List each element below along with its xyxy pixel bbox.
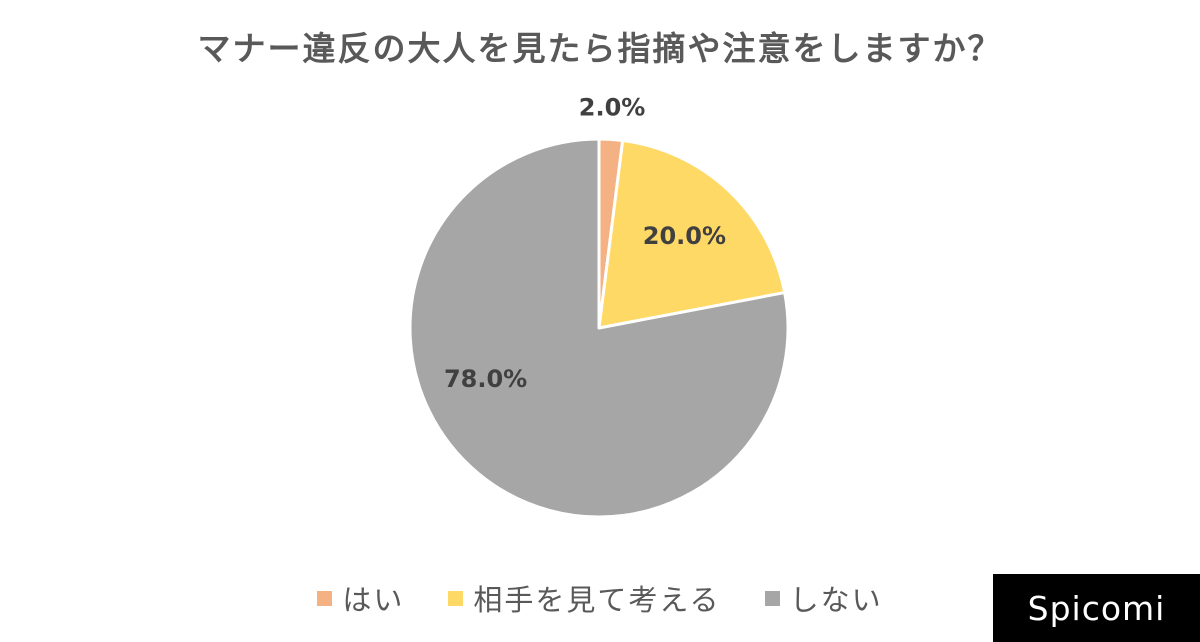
- legend-label-no: しない: [789, 583, 883, 617]
- pie-slice-no: [408, 137, 790, 519]
- legend-label-yes: はい: [342, 583, 405, 617]
- legend-item-yes: はい: [317, 577, 404, 619]
- legend: はい 相手を見て考える しない: [0, 578, 1200, 618]
- legend-label-depends: 相手を見て考える: [473, 583, 721, 617]
- chart-title: マナー違反の大人を見たら指摘や注意をしますか？: [197, 29, 1003, 68]
- legend-item-depends: 相手を見て考える: [448, 577, 720, 619]
- data-label-no: 78.0%: [444, 365, 527, 393]
- pie-slice-depends: [597, 138, 787, 330]
- data-label-depends: 20.0%: [643, 222, 726, 250]
- data-label-yes: 2.0%: [579, 94, 646, 122]
- legend-swatch-depends: [448, 590, 464, 606]
- legend-swatch-yes: [317, 590, 333, 606]
- brand-logo: Spicomi: [993, 574, 1200, 642]
- legend-swatch-no: [764, 590, 780, 606]
- legend-item-no: しない: [764, 577, 883, 619]
